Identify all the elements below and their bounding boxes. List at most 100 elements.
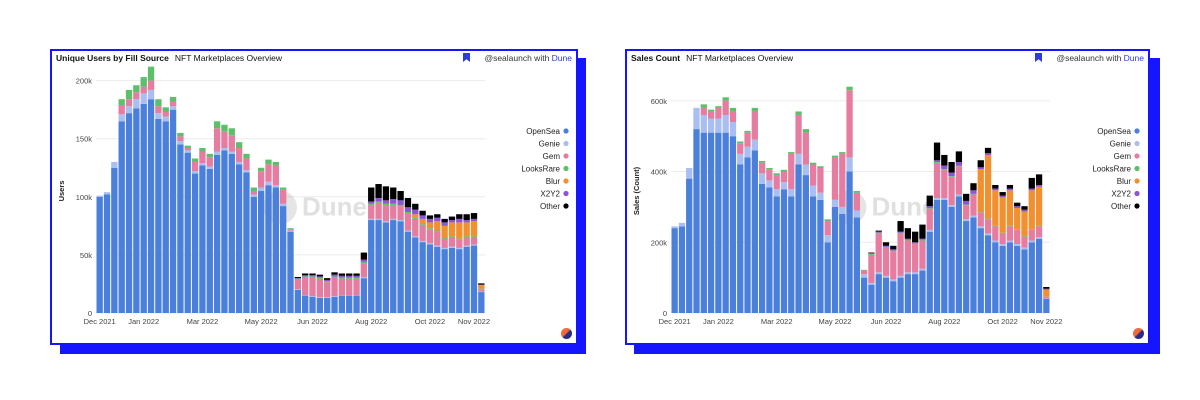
bar-segment [118,121,125,314]
bar-segment [412,209,419,215]
bar-segment [795,111,802,115]
bar-segment [353,278,360,295]
bar-segment [955,162,963,166]
credit-brand[interactable]: Dune [551,53,572,63]
bar-segment [912,243,919,245]
bar-segment [729,136,737,313]
bar-segment [897,221,904,232]
bar-segment [868,252,875,254]
bar-segment [1021,206,1028,210]
bar-segment [941,199,948,313]
bar-segment [302,276,309,278]
bar-segment [875,233,882,273]
bar-segment [470,213,478,219]
bar-segment [397,191,404,201]
bar-segment [1014,229,1021,245]
bar-segment [404,230,412,232]
bar-segment [279,187,287,190]
legend-label: Genie [1110,140,1132,149]
bar-segment [448,216,456,221]
bar-segment [448,222,456,237]
bar-segment [441,225,448,238]
bar-segment [206,157,213,167]
bar-segment [912,244,919,273]
credit-brand[interactable]: Dune [1123,53,1144,63]
credit[interactable]: @sealaunch with Dune [484,53,572,63]
bar-segment [882,275,890,278]
bar-segment [904,239,912,241]
bookmark-icon[interactable] [1035,53,1042,62]
bar-segment [839,153,846,207]
bar-segment [228,151,235,154]
bar-segment [331,277,338,297]
bar-segment [875,230,882,232]
bar-segment [933,142,941,161]
bar-segment [788,152,795,154]
bar-segment [338,294,346,296]
bar-segment [919,240,926,269]
bar-segment [919,270,926,313]
bar-segment [715,118,722,133]
y-tick-label: 150k [76,135,93,144]
bar-segment [390,187,397,200]
x-tick-label: Dec 2021 [84,317,116,326]
bar-segment [169,109,177,313]
bar-segment [686,168,693,179]
legend-label: X2Y2 [1111,190,1131,199]
bar-segment [839,213,846,313]
bar-segment [795,164,802,313]
bar-segment [744,130,751,133]
bar-segment [729,107,737,112]
bar-segment [470,221,478,237]
bar-segment [737,164,744,313]
bar-segment [897,277,904,313]
bar-segment [331,296,338,297]
bar-segment [338,273,346,276]
bar-segment [302,273,309,276]
bar-segment [478,289,485,292]
bar-segment [941,169,948,170]
bar-segment [715,107,722,119]
bar-segment [948,176,955,206]
bar-segment [1035,174,1043,185]
bar-segment [1006,242,1014,313]
bar-segment [1006,184,1014,189]
bar-segment [926,207,933,209]
bar-segment [846,157,853,172]
bar-segment [984,233,992,236]
bar-segment [992,188,999,191]
bar-segment [955,165,963,167]
bar-segment [809,162,817,165]
bar-segment [294,289,302,313]
bar-segment [213,121,221,129]
bar-segment [228,135,235,152]
legend-label: Gem [543,152,561,161]
bar-segment [1043,287,1050,289]
bar-segment [331,272,338,275]
credit-prefix: @sealaunch with [1056,53,1122,63]
bar-segment [257,187,265,191]
bar-segment [780,182,788,190]
bar-segment [404,211,412,214]
bar-segment [302,295,309,313]
x-tick-label: Aug 2022 [928,317,960,326]
bar-segment [999,192,1006,196]
bar-segment [426,222,434,229]
bar-segment [368,203,375,205]
bar-segment [1014,244,1021,246]
bar-segment [671,226,678,229]
bar-segment [1035,226,1043,237]
bar-segment [470,236,478,238]
bar-segment [875,232,882,234]
bar-segment [780,189,788,313]
legend-label: LooksRare [1092,165,1131,174]
bar-segment [199,151,206,164]
bookmark-icon[interactable] [463,53,470,62]
bar-segment [368,187,375,202]
legend-label: Genie [539,140,561,149]
bar-segment [331,274,338,277]
bar-segment [191,161,199,172]
credit[interactable]: @sealaunch with Dune [1056,53,1144,63]
bar-segment [221,150,228,313]
legend-marker [563,153,569,159]
